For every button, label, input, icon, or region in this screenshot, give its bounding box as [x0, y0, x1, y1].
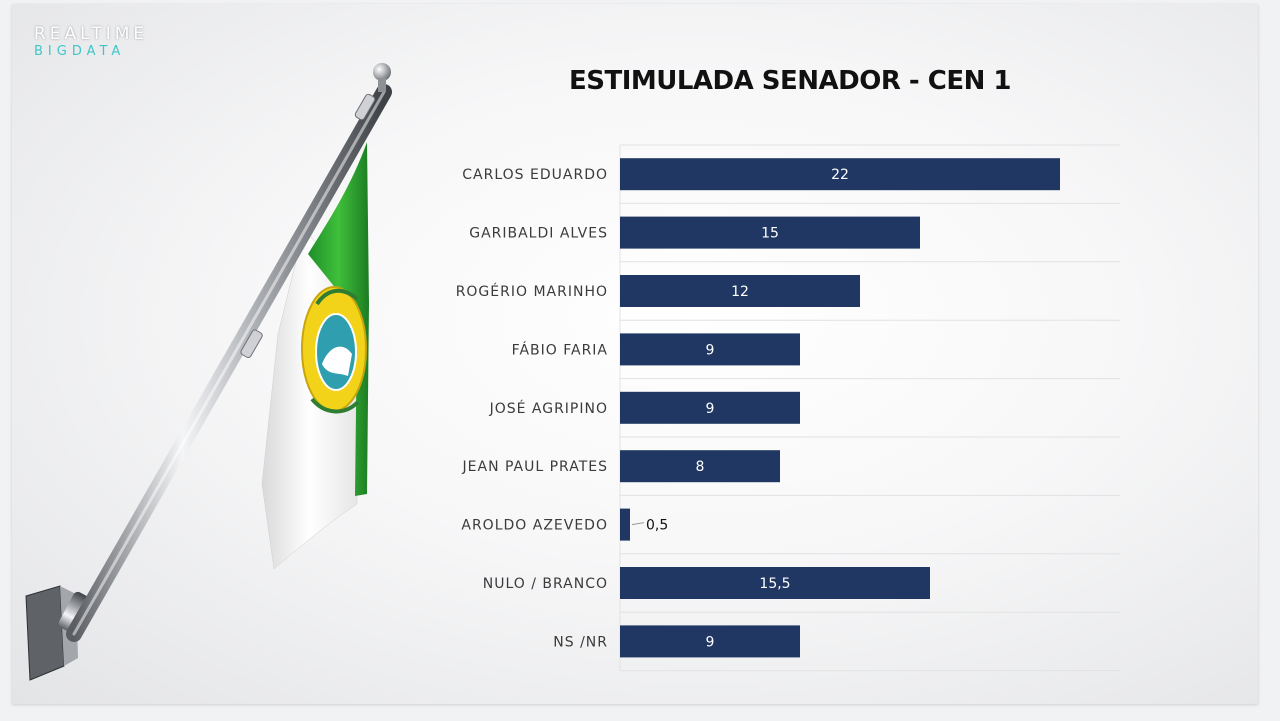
category-label: JOSÉ AGRIPINO [489, 400, 608, 417]
chart-title: ESTIMULADA SENADOR - CEN 1 [568, 66, 1012, 96]
category-label: JEAN PAUL PRATES [462, 459, 608, 475]
bar [620, 567, 930, 599]
brand-logo-line1: REALTIME [34, 24, 149, 44]
bar [620, 216, 920, 249]
coat-of-arms-emblem [301, 286, 367, 414]
category-label: CARLOS EDUARDO [462, 167, 608, 183]
bar [620, 333, 800, 366]
value-label: 9 [706, 342, 715, 358]
bar [620, 508, 630, 541]
value-label: 22 [831, 167, 849, 183]
value-label: 9 [706, 634, 715, 650]
value-label: 15,5 [759, 576, 790, 592]
category-label: NS /NR [553, 634, 608, 650]
value-label: 0,5 [646, 518, 668, 534]
bar [620, 158, 1060, 191]
value-label: 12 [731, 284, 749, 300]
value-leader-line [631, 522, 645, 526]
bar [620, 450, 780, 483]
brand-logo: REALTIME BIGDATA [34, 24, 149, 59]
bar [620, 625, 800, 658]
category-label: AROLDO AZEVEDO [461, 518, 608, 534]
category-label: NULO / BRANCO [483, 576, 608, 592]
category-label: FÁBIO FARIA [512, 341, 608, 358]
bar [620, 275, 860, 307]
category-label: ROGÉRIO MARINHO [456, 283, 608, 300]
brand-logo-line2: BIGDATA [34, 44, 126, 59]
value-label: 9 [706, 401, 715, 417]
category-label: GARIBALDI ALVES [469, 226, 608, 242]
flag-pole-illustration [25, 63, 392, 681]
bar [620, 391, 800, 424]
value-label: 8 [696, 459, 705, 475]
value-label: 15 [761, 226, 779, 242]
